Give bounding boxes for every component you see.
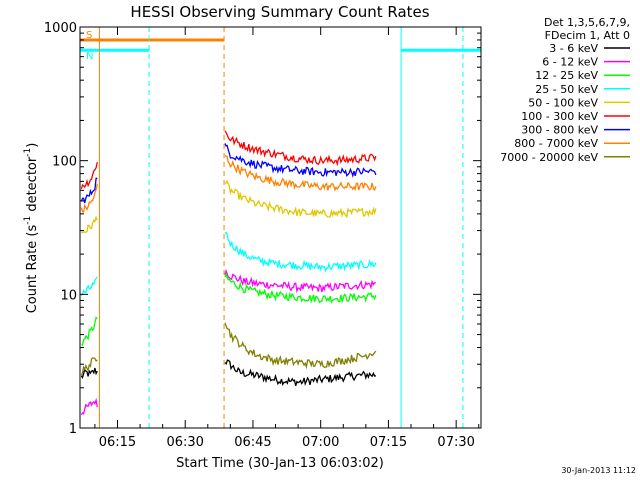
flag-label-0: S bbox=[86, 30, 92, 41]
y-tick-label-1: 10 bbox=[60, 288, 77, 303]
x-axis-label: Start Time (30-Jan-13 06:03:02) bbox=[176, 456, 384, 471]
legend-label-6: 300 - 800 keV bbox=[521, 124, 598, 137]
plot-frame bbox=[79, 26, 482, 429]
flag-layer: SN bbox=[80, 30, 481, 62]
series-line-2-1 bbox=[224, 271, 377, 304]
series-line-7-0 bbox=[80, 183, 98, 213]
x-tick-label-1: 06:30 bbox=[166, 435, 203, 450]
legend-label-5: 100 - 300 keV bbox=[521, 110, 598, 123]
x-tick-label-0: 06:15 bbox=[99, 435, 136, 450]
series-line-5-1 bbox=[224, 130, 377, 167]
series-line-6-0 bbox=[80, 177, 98, 204]
series-line-4-0 bbox=[80, 215, 98, 234]
legend-label-4: 50 - 100 keV bbox=[528, 96, 598, 109]
x-tick-label-2: 06:45 bbox=[234, 435, 271, 450]
legend-header-1: FDecim 1, Att 0 bbox=[545, 29, 630, 42]
x-tick-label-5: 07:30 bbox=[437, 435, 474, 450]
series-line-8-1 bbox=[224, 322, 377, 370]
series-line-1-1 bbox=[224, 268, 376, 294]
legend-label-7: 800 - 7000 keV bbox=[514, 137, 598, 150]
series-line-8-0 bbox=[80, 357, 98, 376]
vline-layer bbox=[79, 27, 464, 428]
series-line-5-0 bbox=[80, 161, 98, 189]
axes-layer: 06:15 06:30 06:45 07:00 07:15 07:30 1 10 100 1000 bbox=[44, 21, 481, 450]
series-line-6-1 bbox=[224, 143, 377, 178]
x-tick-label-4: 07:15 bbox=[370, 435, 407, 450]
series-line-2-0 bbox=[81, 316, 98, 346]
legend-header-0: Det 1,3,5,6,7,9, bbox=[544, 16, 630, 29]
y-tick-label-2: 100 bbox=[52, 155, 77, 170]
series-line-0-0 bbox=[80, 367, 98, 380]
legend-label-3: 25 - 50 keV bbox=[535, 83, 598, 96]
series-line-3-0 bbox=[80, 276, 98, 297]
chart-title: HESSI Observing Summary Count Rates bbox=[130, 3, 429, 21]
flag-label-1: N bbox=[86, 51, 93, 62]
x-tick-label-3: 07:00 bbox=[302, 435, 339, 450]
series-line-7-1 bbox=[224, 155, 377, 192]
series-line-4-1 bbox=[224, 179, 377, 219]
legend: Det 1,3,5,6,7,9,FDecim 1, Att 03 - 6 keV… bbox=[500, 16, 630, 164]
series-line-3-1 bbox=[224, 231, 377, 273]
y-tick-label-0: 1 bbox=[69, 422, 77, 437]
legend-label-1: 6 - 12 keV bbox=[542, 56, 598, 69]
series-line-0-1 bbox=[224, 359, 376, 387]
series-layer bbox=[80, 130, 377, 416]
legend-label-0: 3 - 6 keV bbox=[549, 42, 598, 55]
series-line-1-0 bbox=[80, 397, 98, 416]
y-tick-label-3: 1000 bbox=[44, 21, 77, 36]
y-axis-label: Count Rate (s-1 detector-1) bbox=[23, 143, 40, 314]
legend-label-8: 7000 - 20000 keV bbox=[500, 151, 598, 164]
legend-label-2: 12 - 25 keV bbox=[535, 69, 598, 82]
timestamp: 30-Jan-2013 11:12 bbox=[561, 466, 636, 475]
